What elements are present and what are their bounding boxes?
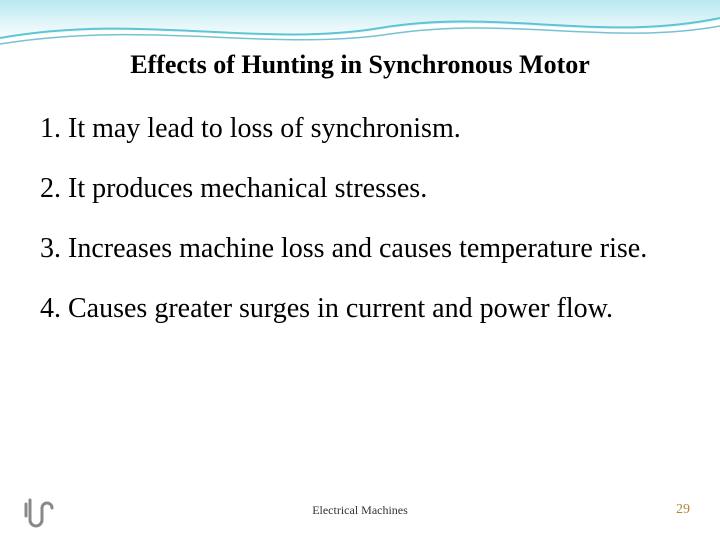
- slide-title: Effects of Hunting in Synchronous Motor: [40, 50, 680, 80]
- point-3: 3. Increases machine loss and causes tem…: [40, 228, 680, 270]
- point-2: 2. It produces mechanical stresses.: [40, 168, 680, 210]
- point-4: 4. Causes greater surges in current and …: [40, 288, 680, 330]
- body-text: 1. It may lead to loss of synchronism. 2…: [40, 108, 680, 330]
- point-1: 1. It may lead to loss of synchronism.: [40, 108, 680, 150]
